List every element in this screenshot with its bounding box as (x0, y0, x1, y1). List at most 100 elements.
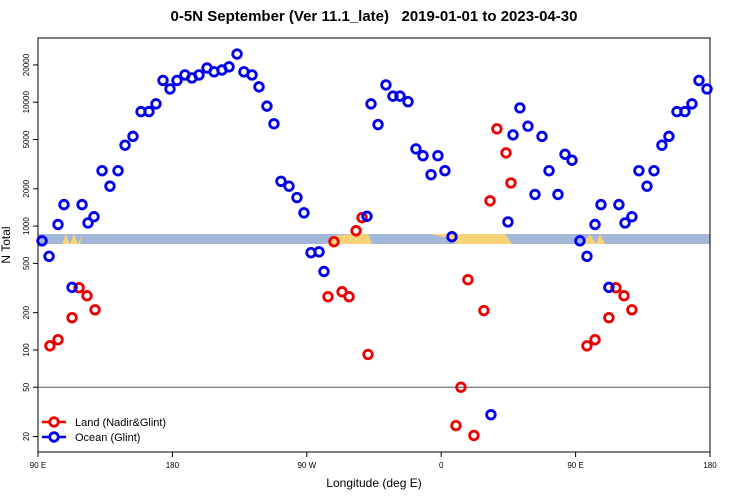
y-tick-label: 10000 (22, 91, 31, 114)
point (619, 217, 631, 229)
point (626, 211, 638, 223)
point (268, 118, 280, 130)
point (529, 188, 541, 201)
point (76, 198, 88, 211)
point (73, 282, 85, 294)
point (66, 281, 78, 294)
point (157, 74, 169, 87)
point (500, 147, 512, 159)
point (536, 130, 548, 143)
point (603, 281, 615, 294)
point (291, 191, 303, 204)
x-tick-label: 90 W (297, 461, 316, 470)
y-tick-label: 200 (22, 305, 31, 319)
point (402, 95, 414, 108)
point (223, 61, 235, 73)
chart-title: 0-5N September (Ver 11.1_late) 2019-01-0… (171, 8, 578, 25)
x-axis-label: Longitude (deg E) (326, 476, 421, 490)
point (104, 180, 116, 192)
point (641, 180, 653, 192)
point (394, 90, 406, 102)
point (485, 409, 497, 421)
point (701, 83, 713, 95)
point (559, 148, 571, 160)
point (514, 102, 526, 114)
point (43, 250, 55, 263)
x-tick-label: 0 (439, 461, 444, 470)
point (468, 429, 480, 442)
x-tick-label: 180 (166, 461, 180, 470)
point (610, 282, 622, 294)
point (455, 381, 467, 393)
point (656, 139, 668, 151)
point (450, 419, 462, 432)
point (193, 69, 205, 81)
point (143, 105, 155, 118)
y-tick-label: 100 (22, 343, 31, 357)
point (566, 154, 578, 166)
point (462, 274, 474, 286)
point (88, 211, 100, 223)
point (343, 291, 355, 303)
point (552, 188, 564, 201)
point (127, 130, 139, 143)
y-tick-label: 5000 (22, 130, 31, 148)
legend-label: Land (Nadir&Glint) (75, 417, 166, 429)
x-tick-label: 90 E (30, 461, 46, 470)
legend-label: Ocean (Glint) (75, 432, 140, 444)
point (44, 340, 56, 352)
point (246, 69, 258, 81)
point (318, 265, 330, 278)
point (96, 165, 108, 177)
x-tick-label: 90 E (567, 461, 583, 470)
point (328, 236, 340, 248)
point (618, 290, 630, 302)
plot-frame (37, 37, 711, 453)
point (626, 304, 638, 316)
point (581, 340, 593, 352)
point (52, 218, 64, 231)
point (446, 231, 458, 243)
y-tick-label: 1000 (22, 217, 31, 235)
point (679, 105, 691, 118)
point (491, 123, 503, 135)
point (410, 143, 422, 155)
x-tick-label: 180 (703, 461, 717, 470)
y-tick-label: 500 (22, 256, 31, 270)
point (380, 79, 392, 91)
point (686, 98, 698, 110)
point (231, 48, 243, 60)
point (150, 98, 162, 110)
point (478, 304, 490, 317)
point (589, 218, 601, 231)
point (589, 333, 601, 346)
point (417, 150, 429, 162)
point (313, 246, 325, 258)
point (693, 74, 705, 87)
point (581, 250, 593, 263)
point (52, 333, 64, 346)
point (613, 198, 625, 211)
point (595, 198, 607, 211)
point (261, 100, 273, 112)
point (81, 290, 93, 302)
point (574, 235, 586, 247)
point (82, 217, 94, 229)
point (66, 312, 78, 324)
y-tick-label: 20000 (22, 53, 31, 76)
point (365, 98, 377, 110)
point (119, 139, 131, 151)
point (663, 130, 675, 143)
point (36, 235, 48, 247)
point (633, 165, 645, 177)
point (432, 150, 444, 162)
point (387, 90, 399, 102)
point (283, 180, 295, 192)
point (507, 129, 519, 141)
point (298, 207, 310, 219)
y-tick-label: 2000 (22, 179, 31, 197)
y-tick-label: 20 (22, 432, 31, 441)
point (89, 304, 101, 316)
point (425, 168, 437, 181)
